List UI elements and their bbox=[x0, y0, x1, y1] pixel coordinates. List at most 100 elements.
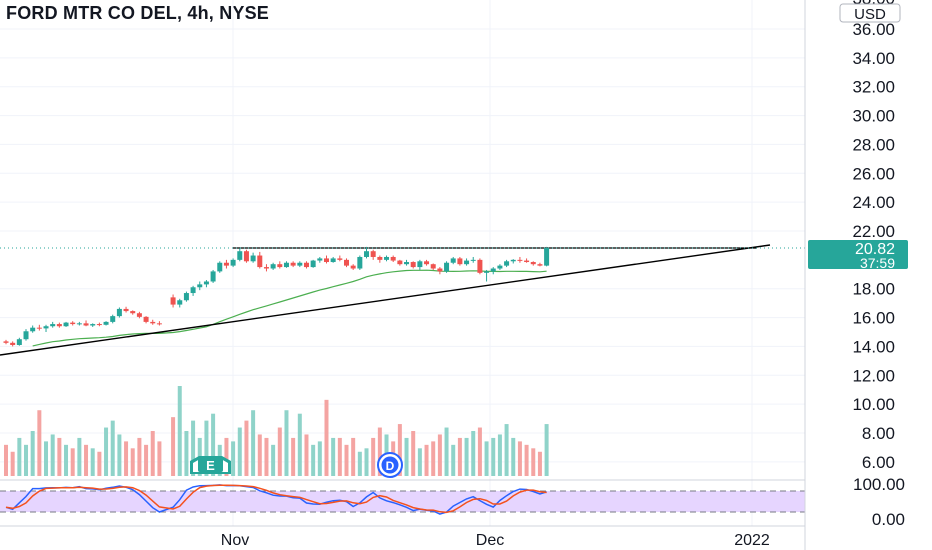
candle-body bbox=[544, 248, 550, 266]
volume-bar bbox=[284, 410, 289, 476]
volume-bar bbox=[411, 431, 416, 476]
candle-body bbox=[390, 256, 396, 261]
volume-bar bbox=[257, 434, 262, 476]
volume-bar bbox=[204, 420, 209, 476]
candle-body bbox=[283, 262, 289, 268]
volume-bar bbox=[30, 431, 35, 476]
candle-body bbox=[36, 327, 42, 329]
earnings-marker: E bbox=[190, 456, 231, 474]
volume-bar bbox=[231, 441, 236, 476]
volume-bar bbox=[157, 441, 162, 476]
candle-body bbox=[56, 324, 62, 327]
candle-body bbox=[63, 322, 69, 327]
candle-body bbox=[370, 251, 376, 257]
volume-bar bbox=[297, 413, 302, 476]
candle-body bbox=[16, 339, 22, 345]
candle-body bbox=[337, 258, 343, 260]
candle-body bbox=[377, 256, 383, 260]
volume-bar bbox=[531, 448, 536, 476]
candle-body bbox=[510, 259, 516, 262]
chart-title: FORD MTR CO DEL, 4h, NYSE bbox=[6, 3, 270, 23]
candle-body bbox=[384, 256, 390, 260]
volume-bar bbox=[244, 420, 249, 476]
candle-body bbox=[150, 321, 156, 324]
candle-body bbox=[83, 323, 89, 326]
candle-body bbox=[230, 259, 236, 266]
candle-body bbox=[136, 313, 142, 317]
volume-bar bbox=[331, 437, 336, 476]
volume-bar bbox=[471, 431, 476, 476]
volume-bar bbox=[44, 441, 49, 476]
stoch-d-line bbox=[5, 484, 547, 514]
candle-body bbox=[477, 259, 483, 273]
volume-bar bbox=[144, 444, 149, 476]
stoch-tick-label: 0.00 bbox=[872, 510, 905, 529]
dividend-marker-label: D bbox=[386, 459, 395, 473]
candle-body bbox=[270, 264, 276, 269]
volume-bar bbox=[104, 427, 109, 476]
candle-body bbox=[277, 264, 283, 268]
candle-body bbox=[177, 300, 183, 305]
volume-bar bbox=[237, 427, 242, 476]
volume-bar bbox=[491, 437, 496, 476]
volume-bar bbox=[251, 410, 256, 476]
ascending-trendline bbox=[0, 244, 771, 356]
candle-body bbox=[110, 316, 116, 322]
price-tick-label: 24.00 bbox=[852, 193, 895, 212]
candle-body bbox=[50, 324, 56, 327]
candle-body bbox=[524, 260, 530, 263]
volume-bar bbox=[311, 444, 316, 476]
price-tick-label: 32.00 bbox=[852, 78, 895, 97]
candle-body bbox=[397, 260, 403, 265]
current-price-badge bbox=[808, 240, 908, 269]
volume-bar bbox=[264, 437, 269, 476]
volume-bar bbox=[451, 444, 456, 476]
volume-bar bbox=[150, 431, 155, 476]
volume-bar bbox=[137, 437, 142, 476]
svg-text:E: E bbox=[206, 458, 215, 473]
candle-body bbox=[116, 308, 122, 317]
volume-bar bbox=[84, 444, 89, 476]
candle-body bbox=[490, 268, 496, 272]
time-tick-label: Dec bbox=[476, 532, 504, 549]
time-tick-label: Nov bbox=[221, 532, 249, 549]
candle-body bbox=[70, 322, 76, 325]
candle-body bbox=[530, 262, 536, 265]
candle-body bbox=[43, 326, 49, 329]
candle-body bbox=[183, 293, 189, 301]
candle-body bbox=[217, 262, 223, 272]
volume-bar bbox=[437, 434, 442, 476]
volume-bar bbox=[24, 444, 29, 476]
candle-body bbox=[250, 255, 256, 262]
volume-bar bbox=[524, 444, 529, 476]
candle-body bbox=[444, 262, 450, 272]
candle-body bbox=[357, 256, 363, 269]
volume-bar bbox=[444, 427, 449, 476]
candle-body bbox=[470, 259, 476, 261]
volume-bar bbox=[50, 434, 55, 476]
candle-body bbox=[417, 261, 423, 268]
price-tick-label: 8.00 bbox=[862, 424, 895, 443]
volume-bar bbox=[70, 448, 75, 476]
volume-bar bbox=[77, 437, 82, 476]
volume-bar bbox=[64, 444, 69, 476]
volume-bar bbox=[211, 413, 216, 476]
candle-body bbox=[103, 321, 109, 325]
stoch-band bbox=[0, 491, 805, 512]
price-tick-label: 16.00 bbox=[852, 309, 895, 328]
volume-bar bbox=[371, 437, 376, 476]
candle-body bbox=[263, 267, 269, 269]
candle-body bbox=[484, 271, 490, 273]
volume-bar bbox=[517, 441, 522, 476]
volume-bar bbox=[171, 417, 176, 476]
candle-body bbox=[223, 262, 229, 266]
price-tick-label: 18.00 bbox=[852, 280, 895, 299]
bar-countdown: 37:59 bbox=[860, 255, 895, 271]
candle-body bbox=[197, 284, 203, 288]
candle-body bbox=[537, 264, 543, 266]
price-tick-label: 12.00 bbox=[852, 366, 895, 385]
candle-body bbox=[350, 265, 356, 269]
volume-bar bbox=[404, 437, 409, 476]
candle-body bbox=[517, 259, 523, 261]
